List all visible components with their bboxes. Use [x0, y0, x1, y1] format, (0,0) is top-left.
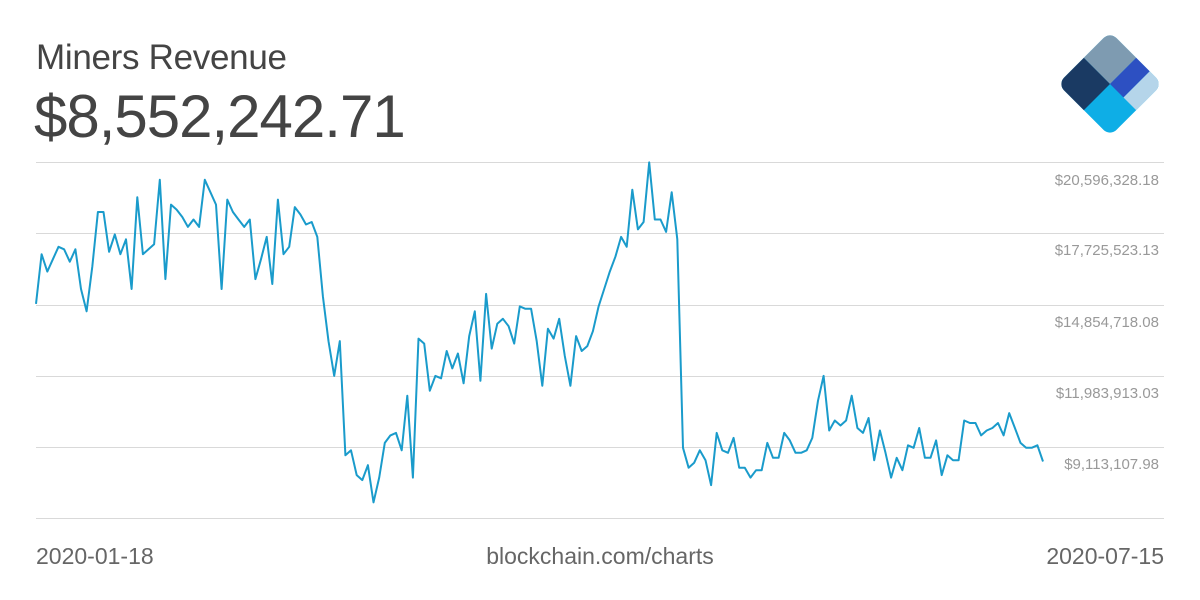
y-tick-label: $20,596,328.18 — [1054, 172, 1159, 189]
current-value: $8,552,242.71 — [34, 83, 406, 150]
y-tick-label: $9,113,107.98 — [1064, 456, 1159, 473]
gridlines — [36, 162, 1164, 519]
y-tick-label: $17,725,523.13 — [1054, 242, 1159, 259]
chart-title: Miners Revenue — [36, 38, 287, 77]
start-date: 2020-01-18 — [36, 543, 154, 569]
y-tick-label: $11,983,913.03 — [1055, 385, 1159, 402]
end-date: 2020-07-15 — [1046, 543, 1164, 569]
blockchain-logo-icon — [1057, 31, 1163, 137]
source-link[interactable]: blockchain.com/charts — [486, 543, 714, 569]
y-tick-label: $14,854,718.08 — [1054, 314, 1159, 331]
revenue-line — [35, 161, 1044, 504]
